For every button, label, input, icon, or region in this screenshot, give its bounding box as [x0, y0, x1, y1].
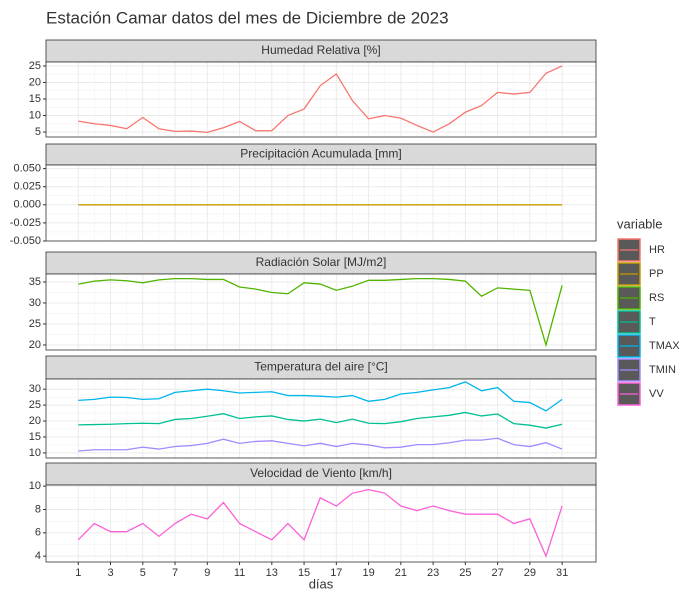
legend-label: TMIN	[649, 364, 676, 376]
legend-label: HR	[649, 244, 665, 256]
panel-border	[45, 378, 597, 459]
x-tick-label: 31	[556, 567, 568, 579]
x-tick-label: 11	[234, 567, 245, 579]
x-tick-label: 25	[459, 567, 471, 579]
x-tick-label: 7	[172, 567, 178, 579]
y-tick-label: 5	[35, 126, 41, 138]
series-line	[78, 277, 563, 348]
facet-title: Humedad Relativa [%]	[261, 43, 380, 57]
facet-title: Temperatura del aire [°C]	[254, 360, 388, 374]
y-tick-label: 20	[29, 415, 41, 427]
series-line	[78, 411, 563, 429]
x-tick-label: 29	[524, 567, 536, 579]
x-tick-label: 19	[362, 567, 374, 579]
x-tick-label: 15	[298, 567, 310, 579]
x-tick-label: 1	[75, 567, 81, 579]
panel-border	[45, 273, 597, 351]
y-tick-label: 8	[35, 503, 41, 515]
facet-title: Radiación Solar [MJ/m2]	[256, 255, 387, 269]
panel	[46, 274, 596, 350]
y-tick-label: 10	[29, 480, 41, 492]
y-tick-label: 20	[29, 76, 41, 88]
x-tick-label: 21	[395, 567, 407, 579]
y-tick-label: 35	[29, 276, 41, 288]
y-tick-label: 25	[29, 60, 41, 72]
y-tick-label: 0.050	[13, 163, 41, 175]
y-tick-label: 0.000	[13, 199, 41, 211]
y-tick-label: 30	[29, 383, 41, 395]
y-tick-label: 15	[29, 93, 41, 105]
series-line	[78, 65, 563, 134]
y-tick-label: -0.025	[10, 217, 41, 229]
series-line	[78, 437, 563, 452]
y-tick-label: 30	[29, 297, 41, 309]
series-line	[77, 489, 563, 559]
x-tick-label: 27	[491, 567, 503, 579]
chart-title: Estación Camar datos del mes de Diciembr…	[46, 8, 449, 27]
y-tick-label: 6	[35, 527, 41, 539]
panel-border	[45, 484, 597, 563]
x-tick-label: 9	[204, 567, 210, 579]
legend-title: variable	[617, 216, 663, 231]
legend-label: RS	[649, 292, 664, 304]
y-tick-label: 0.025	[13, 181, 41, 193]
x-tick-label: 5	[140, 567, 146, 579]
legend-label: PP	[649, 268, 664, 280]
series-line	[78, 381, 563, 412]
facet-title: Velocidad de Viento [km/h]	[250, 466, 392, 480]
y-tick-label: 10	[29, 109, 41, 121]
legend-label: T	[649, 316, 656, 328]
x-tick-label: 23	[427, 567, 439, 579]
x-tick-label: 13	[266, 567, 278, 579]
y-tick-label: 25	[29, 399, 41, 411]
y-tick-label: 10	[29, 447, 41, 459]
panel-border	[45, 61, 597, 138]
x-axis-title: días	[309, 576, 334, 591]
y-tick-label: -0.050	[10, 235, 41, 247]
legend-label: VV	[649, 388, 664, 400]
legend-label: TMAX	[649, 340, 680, 352]
x-tick-label: 17	[330, 567, 342, 579]
x-tick-label: 3	[107, 567, 113, 579]
facet-title: Precipitación Acumulada [mm]	[240, 147, 401, 161]
panel-border	[45, 164, 597, 242]
y-tick-label: 15	[29, 431, 41, 443]
y-tick-label: 4	[35, 550, 41, 562]
y-tick-label: 20	[29, 339, 41, 351]
y-tick-label: 25	[29, 318, 41, 330]
